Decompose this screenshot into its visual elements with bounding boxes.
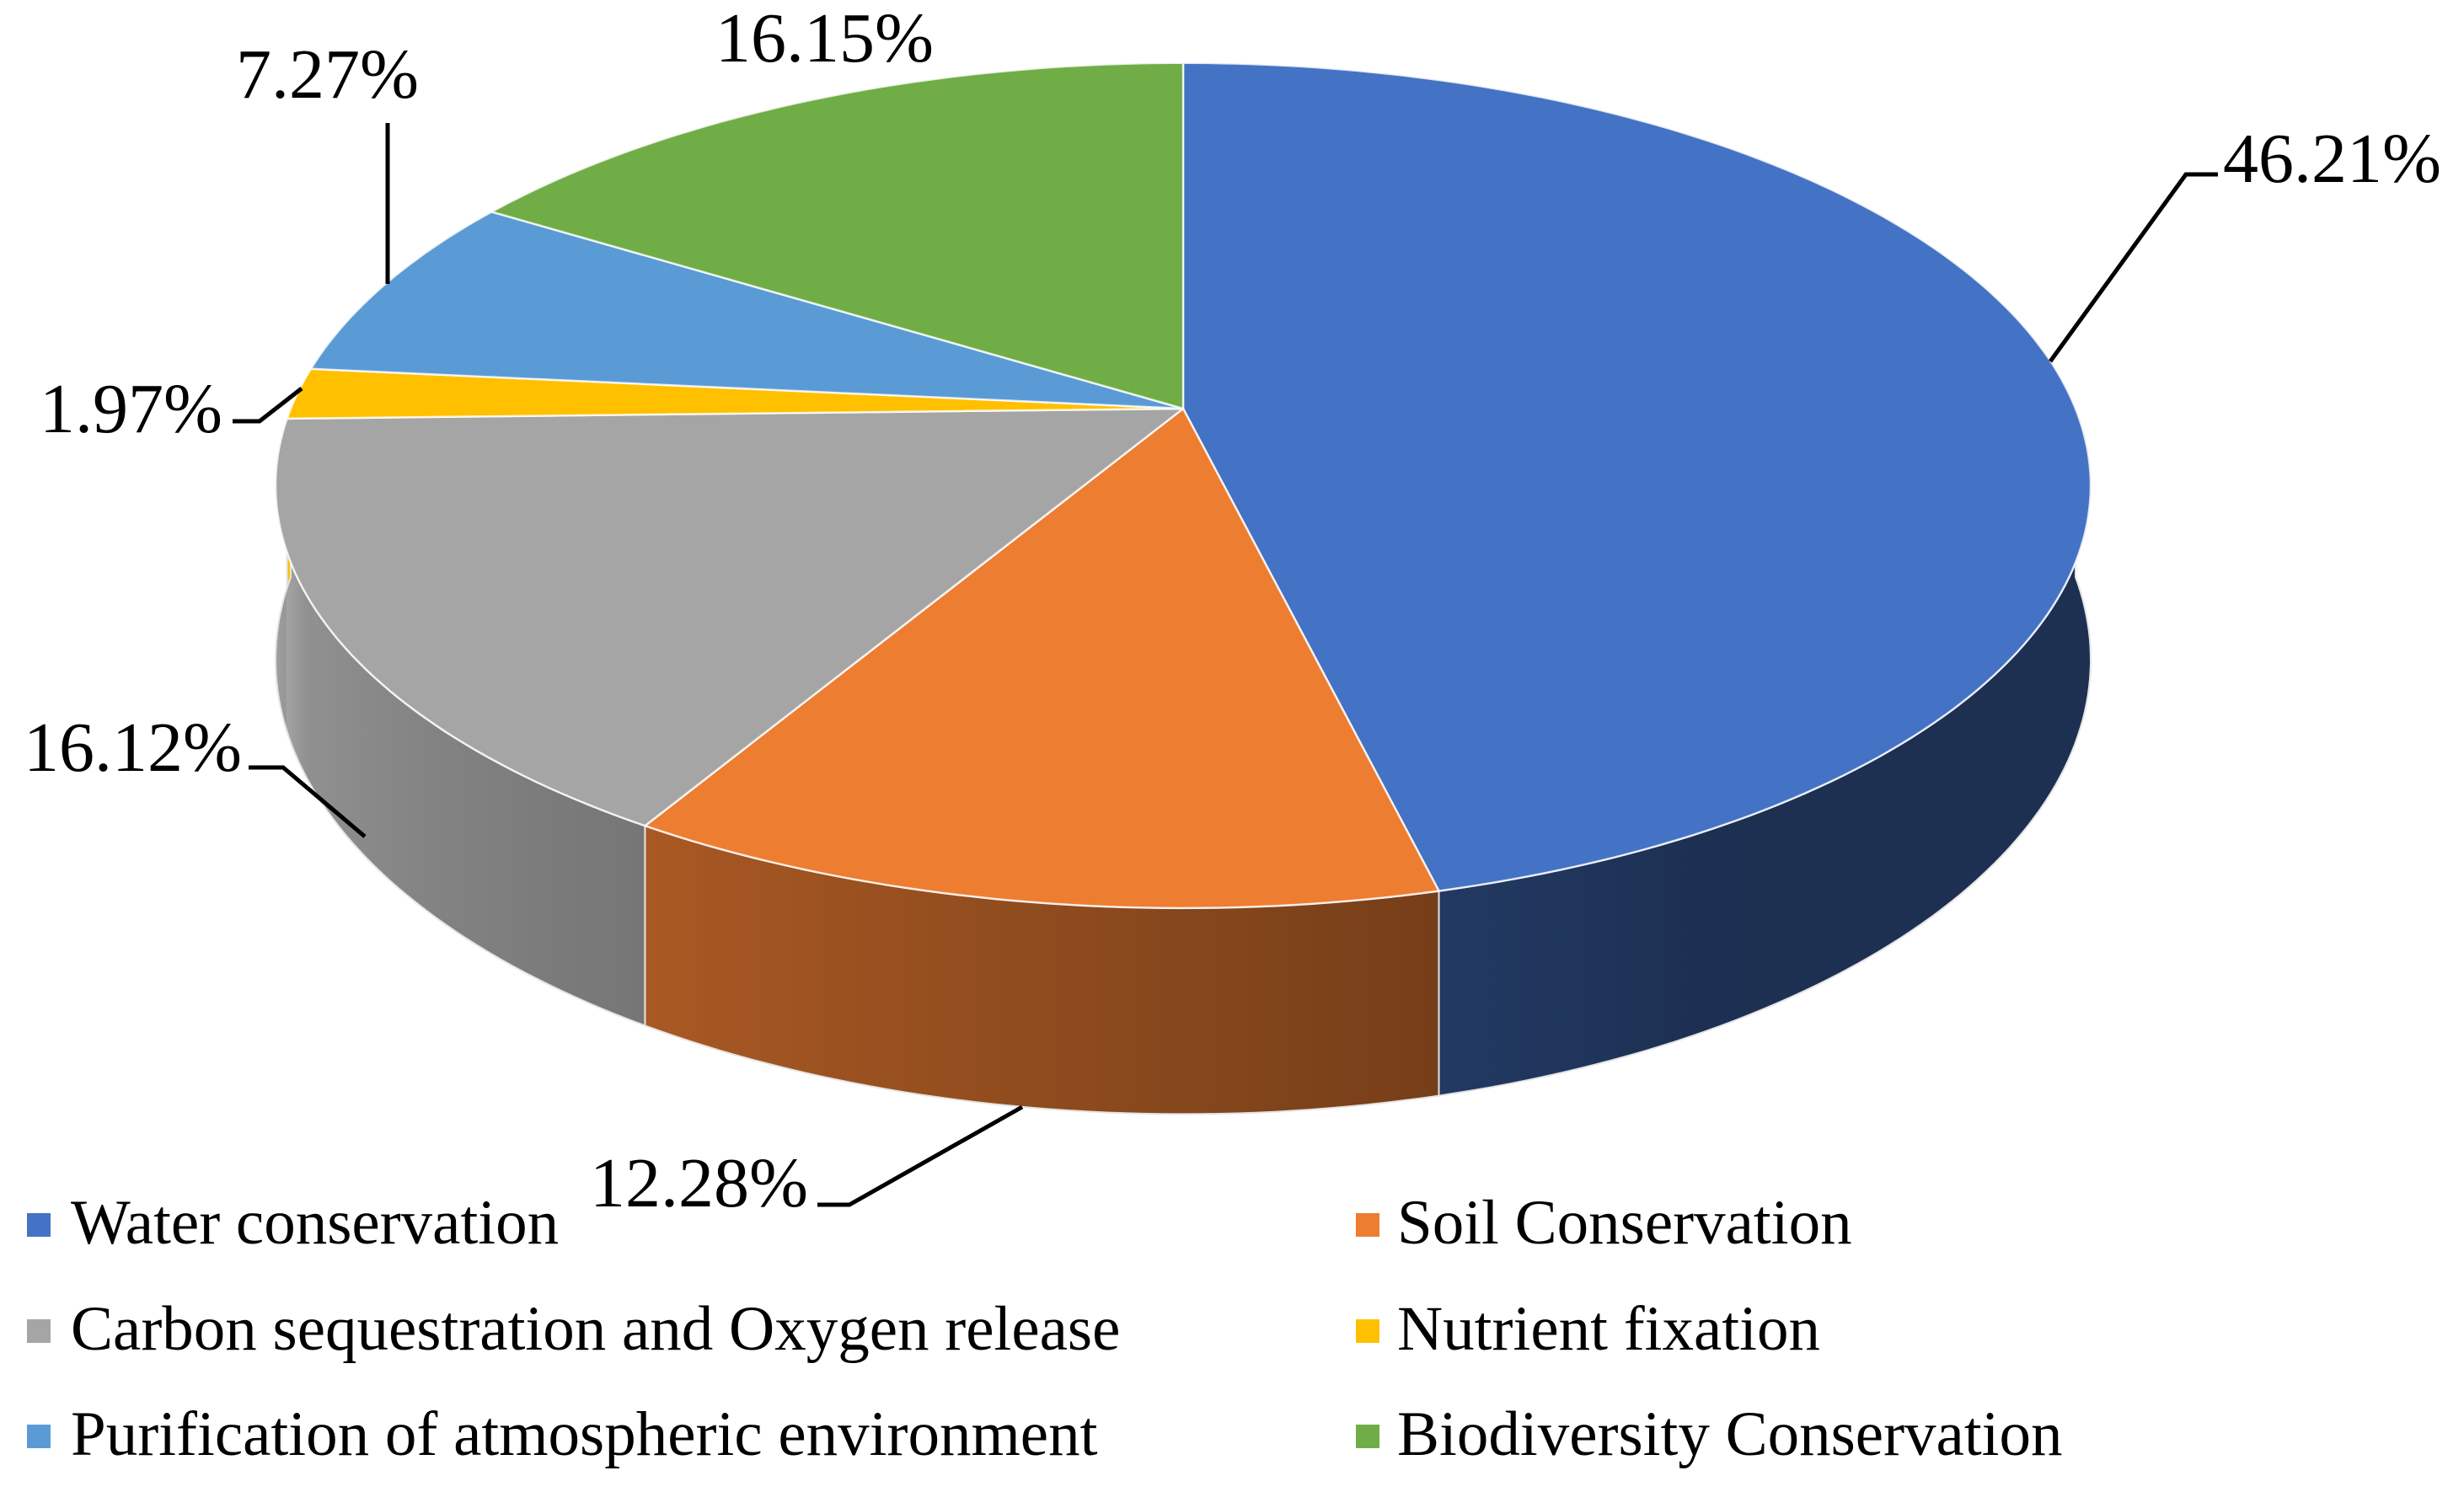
- legend-marker-water-conservation: [27, 1213, 51, 1237]
- leader-line-water-conservation: [2048, 172, 2218, 363]
- legend-marker-nutrient-fixation: [1356, 1319, 1379, 1343]
- pie-slice-purification-of-atmospheric-environment: [309, 211, 1185, 410]
- legend: Water conservation Soil Conservation Car…: [27, 1188, 2063, 1469]
- leader-line-nutrient-fixation: [233, 387, 303, 424]
- leader-line-carbon-sequestration-and-oxygen-release: [249, 765, 367, 838]
- legend-marker-purification-of-atmospheric-environment: [27, 1425, 51, 1448]
- leader-line-soil-conservation: [817, 1104, 1024, 1207]
- legend-item-biodiversity-conservation: Biodiversity Conservation: [1356, 1399, 2063, 1469]
- data-label-soil-conservation: 12.28%: [590, 1144, 808, 1222]
- data-labels: 46.21% 12.28% 16.12% 1.97% 7.27% 16.15%: [24, 0, 2441, 1222]
- legend-label-nutrient-fixation: Nutrient fixation: [1397, 1294, 1820, 1364]
- legend-marker-biodiversity-conservation: [1356, 1425, 1379, 1448]
- legend-item-nutrient-fixation: Nutrient fixation: [1356, 1294, 1820, 1364]
- legend-marker-soil-conservation: [1356, 1213, 1379, 1237]
- legend-label-soil-conservation: Soil Conservation: [1397, 1188, 1852, 1258]
- data-label-biodiversity-conservation: 16.15%: [715, 0, 934, 78]
- pie-slices: [274, 61, 2092, 910]
- data-label-nutrient-fixation: 1.97%: [40, 370, 222, 448]
- legend-label-carbon-sequestration-and-oxygen-release: Carbon sequestration and Oxygen release: [71, 1294, 1120, 1364]
- legend-item-water-conservation: Water conservation: [27, 1188, 559, 1258]
- data-label-carbon-sequestration-and-oxygen-release: 16.12%: [24, 709, 242, 787]
- legend-item-purification-of-atmospheric-environment: Purification of atmospheric environment: [27, 1399, 1098, 1469]
- leader-lines: [233, 123, 2218, 1207]
- pie-slice-biodiversity-conservation: [490, 61, 1185, 410]
- legend-item-soil-conservation: Soil Conservation: [1356, 1188, 1852, 1258]
- legend-marker-carbon-sequestration-and-oxygen-release: [27, 1319, 51, 1343]
- pie-sides: [275, 408, 2092, 1115]
- data-label-water-conservation: 46.21%: [2223, 120, 2441, 198]
- legend-label-biodiversity-conservation: Biodiversity Conservation: [1397, 1399, 2063, 1469]
- data-label-purification-of-atmospheric-environment: 7.27%: [236, 35, 419, 114]
- pie-slice-soil-conservation: [644, 407, 1440, 910]
- legend-label-water-conservation: Water conservation: [71, 1188, 559, 1258]
- legend-item-carbon-sequestration-and-oxygen-release: Carbon sequestration and Oxygen release: [27, 1294, 1120, 1364]
- legend-label-purification-of-atmospheric-environment: Purification of atmospheric environment: [71, 1399, 1098, 1469]
- pie-slice-carbon-sequestration-and-oxygen-release: [274, 407, 1185, 827]
